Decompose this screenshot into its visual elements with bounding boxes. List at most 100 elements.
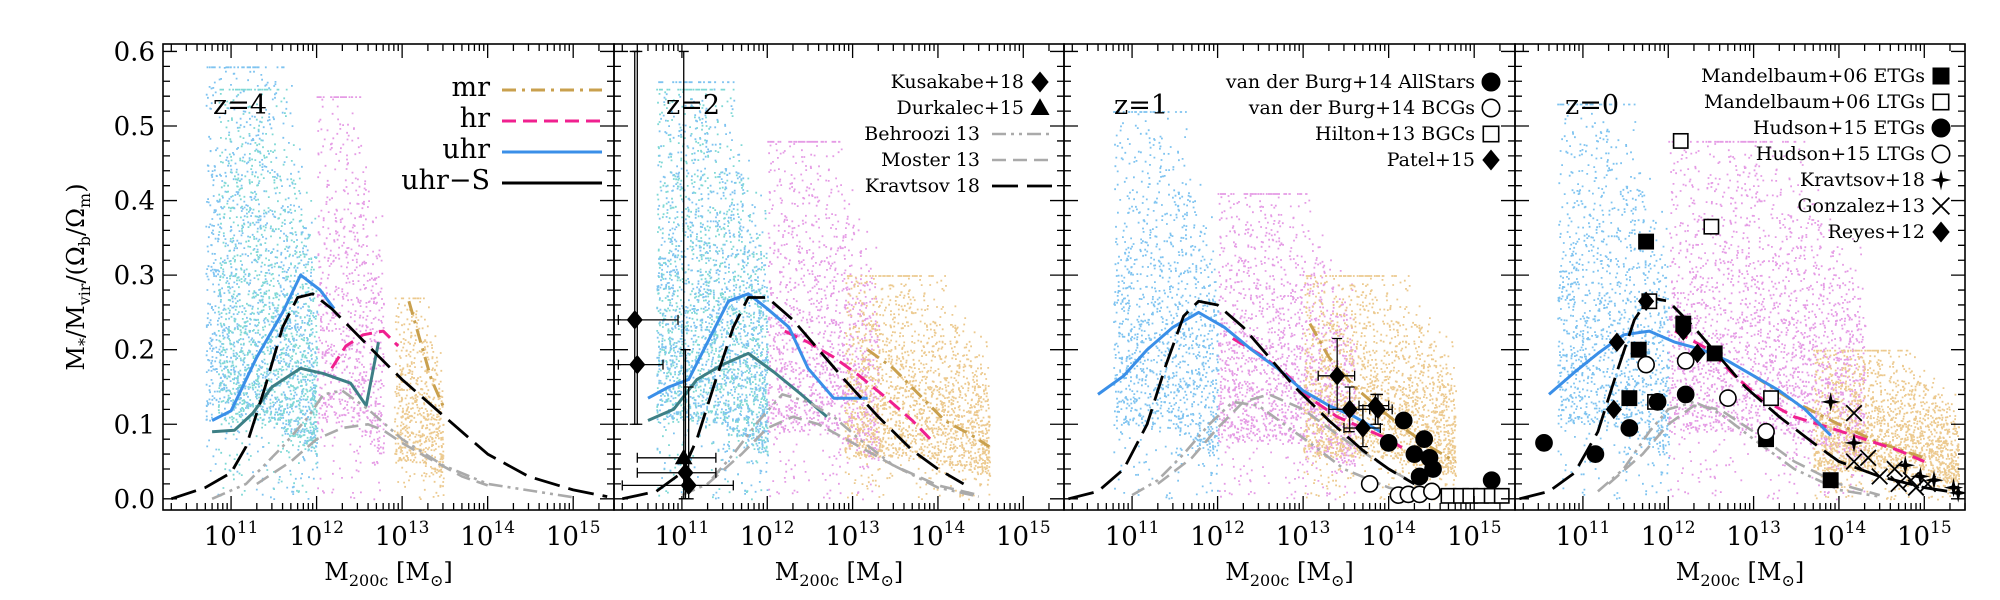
obs-durkalec-15 <box>674 448 693 465</box>
obs-gonzalez-13 <box>1859 449 1877 467</box>
obs-gonzalez-13 <box>1902 471 1920 489</box>
obs-hudson-15-etgs <box>1620 419 1639 437</box>
obs-reyes-12 <box>1689 343 1706 364</box>
legend-marker-reyes-12 <box>1932 221 1950 243</box>
y-tick-label: 0.2 <box>114 336 155 366</box>
panel-z-4-lines <box>170 273 608 501</box>
panel-z-2-ticks <box>614 44 1065 510</box>
scatter-points <box>205 66 319 501</box>
y-tick-label: 0.5 <box>114 112 155 142</box>
panel-z-4-scatter <box>205 66 445 501</box>
y-tick-label: 0.1 <box>114 410 155 440</box>
obs-van-der-burg-14-allstars <box>1394 411 1413 430</box>
x-error-bar <box>621 480 734 491</box>
x-tick-label: 1014 <box>911 518 966 552</box>
legend-entry-uhr: uhr <box>442 134 602 165</box>
scatter-cloud-uhr <box>1113 111 1220 500</box>
scatter-cloud-uhr <box>1557 103 1670 500</box>
legend-entry-hudson-15-etgs: Hudson+15 ETGs <box>1753 117 1951 139</box>
legend-entry-durkalec-15: Durkalec+15 <box>897 97 1050 119</box>
obs-hilton-13-bgcs <box>1493 487 1510 504</box>
obs-gonzalez-13 <box>1919 475 1937 493</box>
obs-kravtsov-18 <box>1844 433 1864 453</box>
legend-label: Moster 13 <box>881 149 980 171</box>
series-line-mr <box>1308 322 1456 463</box>
panel-z-4-ticks <box>163 44 615 510</box>
legend-marker-van-der-burg-14-allstars <box>1481 72 1501 92</box>
obs-van-der-burg-14-allstars <box>1379 434 1398 452</box>
legend-marker-van-der-burg-14-bcgs <box>1481 98 1501 118</box>
obs-hudson-15-etgs <box>1648 393 1667 411</box>
obs-hudson-15-ltgs <box>1719 389 1737 408</box>
obs-mandelbaum-06-etgs <box>1621 390 1638 407</box>
panel-z-0-scatter <box>1557 103 1960 501</box>
x-tick-label: 1012 <box>1190 518 1245 552</box>
obs-gonzalez-13 <box>1845 404 1863 422</box>
panel-z-0-observations <box>1535 132 1965 503</box>
legend-marker-kravtsov-18 <box>1930 169 1952 191</box>
x-tick-label: 1015 <box>546 518 601 552</box>
legend-label: Reyes+12 <box>1828 221 1925 243</box>
scatter-points <box>393 297 445 500</box>
x-tick-label: 1013 <box>1276 518 1331 552</box>
scatter-points <box>1668 140 1867 501</box>
x-error-bar <box>636 452 717 463</box>
legend-label: Hudson+15 ETGs <box>1753 117 1925 139</box>
panel-z-0-ticks <box>1515 44 1966 510</box>
x-tick-label: 1015 <box>996 518 1051 552</box>
obs-reyes-12 <box>1638 291 1655 311</box>
obs-mandelbaum-06-etgs <box>1822 472 1839 489</box>
obs-van-der-burg-14-allstars <box>1410 467 1429 486</box>
legend-label: Kravtsov 18 <box>865 175 980 197</box>
obs-mandelbaum-06-ltgs <box>1703 218 1720 235</box>
obs-gonzalez-13 <box>1871 468 1889 485</box>
legend-label: Hilton+13 BGCs <box>1315 123 1475 145</box>
series-line-uhr <box>1548 329 1832 437</box>
series-line-moster-13 <box>706 415 980 497</box>
legend-label: Kravtsov+18 <box>1800 169 1925 191</box>
legend-entry-reyes-12: Reyes+12 <box>1828 221 1950 243</box>
series-line-uhr-s <box>212 341 380 434</box>
scatter-cloud-mr <box>844 275 992 501</box>
y-tick-label: 0.3 <box>114 261 155 291</box>
legend-marker-hudson-15-etgs <box>1931 118 1951 138</box>
x-tick-label: 1011 <box>1556 518 1611 552</box>
x-tick-label: 1012 <box>289 518 344 552</box>
legend-label: Behroozi 13 <box>864 123 980 145</box>
legend-entry-hudson-15-ltgs: Hudson+15 LTGs <box>1756 143 1951 165</box>
legend-label: uhr−S <box>401 165 490 196</box>
legend-label: Patel+15 <box>1387 149 1475 171</box>
panel-z-0-axes <box>1514 43 1966 511</box>
obs-reyes-12 <box>1605 399 1622 420</box>
series-line-uhr-s <box>647 351 828 422</box>
obs-mandelbaum-06-ltgs <box>1763 390 1779 407</box>
panel-z-4-xlabel: M200c [M⊙] <box>324 558 452 590</box>
obs-gonzalez-13 <box>1890 475 1908 493</box>
series-line-behroozi-13 <box>681 393 979 498</box>
series-line-behroozi-13 <box>211 389 574 500</box>
obs-mandelbaum-06-ltgs <box>1672 132 1689 149</box>
scatter-cloud-hr <box>767 140 881 501</box>
scatter-points <box>656 81 769 500</box>
x-tick-label: 1015 <box>1447 518 1502 552</box>
scatter-points <box>844 275 992 501</box>
y-tick-label: 0.4 <box>114 187 155 217</box>
obs-mandelbaum-06-etgs <box>1706 345 1723 362</box>
panel-z-2-lines <box>622 292 991 501</box>
obs-kravtsov-18 <box>1820 392 1841 412</box>
panel-z-1-legend: van der Burg+14 AllStars van der Burg+14 … <box>1225 71 1501 171</box>
obs-gonzalez-13 <box>1845 453 1863 470</box>
x-tick-label: 1015 <box>1897 518 1952 552</box>
axes-layer <box>162 43 1966 511</box>
legend-entry-mandelbaum-06-ltgs: Mandelbaum+06 LTGs <box>1704 91 1950 113</box>
y-tick-label: 0.0 <box>114 485 155 515</box>
panel-z-0-xlabel: M200c [M⊙] <box>1676 558 1804 590</box>
series-line-behroozi-13 <box>1131 400 1430 498</box>
panel-z-0-legend: Mandelbaum+06 ETGs Mandelbaum+06 LTGs Huds… <box>1701 65 1952 243</box>
obs-kusakabe-18 <box>626 310 643 330</box>
obs-hudson-15-etgs <box>1535 434 1553 452</box>
legend-entry-van-der-burg-14-allstars: van der Burg+14 AllStars <box>1225 71 1501 93</box>
x-tick-label: 1011 <box>204 518 259 552</box>
